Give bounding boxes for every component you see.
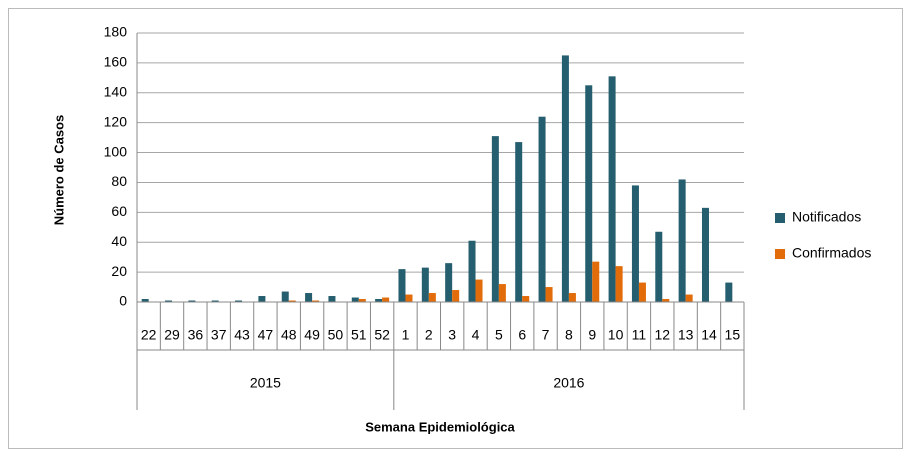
x-tick-label: 14 <box>701 327 717 343</box>
bar <box>685 294 693 302</box>
bar <box>725 282 733 302</box>
x-tick-label: 50 <box>328 327 344 343</box>
bar <box>545 287 553 302</box>
bar <box>141 299 149 302</box>
bar <box>305 293 313 302</box>
bar <box>608 76 616 302</box>
bar <box>375 299 383 302</box>
bar <box>452 290 460 302</box>
y-tick-label: 180 <box>104 24 128 40</box>
x-tick-label: 1 <box>402 327 410 343</box>
y-tick-label: 140 <box>104 83 128 99</box>
bar <box>382 297 390 302</box>
y-tick-label: 20 <box>111 263 127 279</box>
bar <box>662 299 670 302</box>
x-axis-title: Semana Epidemiológica <box>365 419 515 434</box>
bar <box>398 269 406 302</box>
bar <box>592 261 600 302</box>
y-tick-label: 100 <box>104 143 128 159</box>
x-tick-label: 29 <box>164 327 180 343</box>
bar <box>235 300 243 302</box>
legend-swatch <box>775 249 785 259</box>
bar <box>428 293 436 302</box>
x-tick-label: 49 <box>304 327 320 343</box>
legend-label: Confirmados <box>792 245 871 261</box>
x-tick-label: 12 <box>654 327 670 343</box>
y-tick-label: 60 <box>111 203 127 219</box>
bar <box>701 207 709 302</box>
x-tick-label: 2 <box>425 327 433 343</box>
bar <box>638 282 646 302</box>
bar <box>515 142 523 302</box>
bar <box>421 267 429 302</box>
legend-label: Notificados <box>792 209 861 225</box>
y-axis-title: Número de Casos <box>51 115 66 226</box>
x-tick-label: 9 <box>588 327 596 343</box>
bar <box>188 300 196 302</box>
bar <box>468 240 476 302</box>
bar <box>655 231 663 302</box>
y-tick-label: 40 <box>111 233 127 249</box>
group-label: 2015 <box>250 375 281 391</box>
x-tick-label: 22 <box>141 327 157 343</box>
x-tick-label: 15 <box>725 327 741 343</box>
legend-swatch <box>775 213 785 223</box>
x-tick-label: 37 <box>211 327 227 343</box>
bar <box>568 293 576 302</box>
bar <box>585 85 593 302</box>
x-tick-label: 13 <box>678 327 694 343</box>
bar <box>561 55 569 302</box>
x-tick-label: 52 <box>374 327 390 343</box>
x-tick-label: 3 <box>448 327 456 343</box>
x-tick-label: 5 <box>495 327 503 343</box>
bar <box>288 300 296 302</box>
group-label: 2016 <box>553 375 584 391</box>
bar <box>475 279 483 302</box>
bar <box>358 299 366 302</box>
bar <box>491 136 499 302</box>
bar <box>312 300 320 302</box>
x-tick-label: 48 <box>281 327 297 343</box>
x-tick-label: 36 <box>188 327 204 343</box>
x-tick-label: 47 <box>258 327 274 343</box>
y-tick-label: 80 <box>111 173 127 189</box>
bar <box>445 263 453 302</box>
bar <box>405 294 413 302</box>
bar <box>538 116 546 302</box>
y-tick-label: 160 <box>104 54 128 70</box>
y-tick-label: 0 <box>119 293 127 309</box>
bar <box>522 296 530 302</box>
x-tick-label: 6 <box>518 327 526 343</box>
bar <box>165 300 173 302</box>
bar <box>498 284 506 302</box>
x-tick-label: 4 <box>472 327 480 343</box>
x-tick-label: 8 <box>565 327 573 343</box>
x-tick-label: 7 <box>542 327 550 343</box>
bar <box>211 300 219 302</box>
bar <box>258 296 266 302</box>
bar <box>281 291 289 302</box>
chart-frame <box>8 8 903 449</box>
bar <box>678 179 686 302</box>
x-tick-label: 43 <box>234 327 250 343</box>
bar <box>328 296 336 302</box>
x-tick-label: 51 <box>351 327 367 343</box>
y-tick-label: 120 <box>104 113 128 129</box>
bar <box>351 297 359 302</box>
bar <box>615 266 623 302</box>
x-tick-label: 11 <box>632 327 647 343</box>
bar <box>631 185 639 302</box>
x-tick-label: 10 <box>608 327 624 343</box>
